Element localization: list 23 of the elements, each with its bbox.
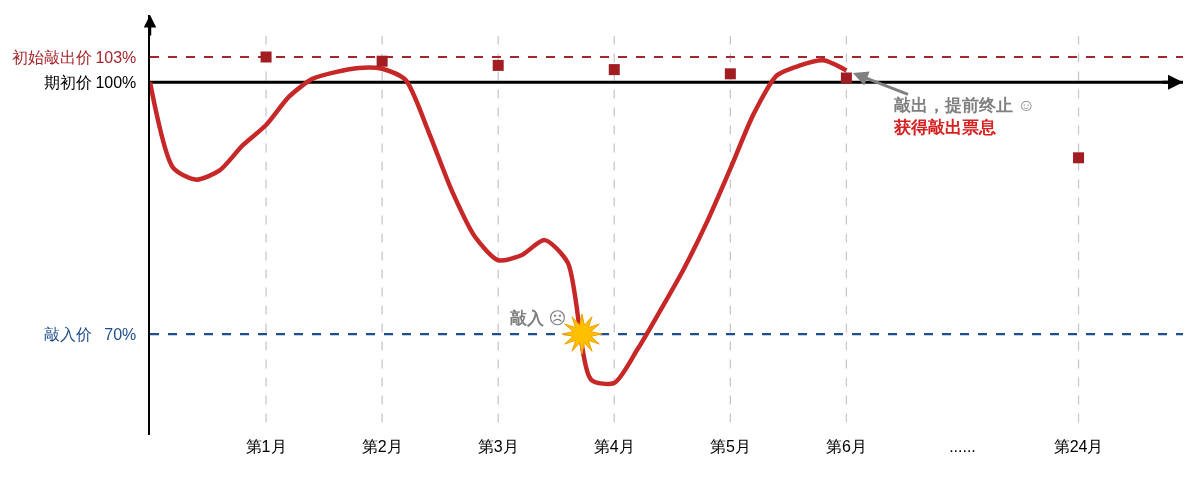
point bbox=[260, 51, 272, 63]
annotation: 敲出，提前终止 ☺ 获得敲出票息 bbox=[893, 96, 1036, 138]
x-tick-label: 第5月 bbox=[709, 438, 751, 455]
y-tick-label: 70% bbox=[104, 325, 137, 343]
y-tick-label: 103% bbox=[95, 48, 137, 66]
annotation: 敲入 ☹ bbox=[510, 309, 567, 328]
x-tick-label: 第3月 bbox=[477, 438, 519, 455]
x-tick-label: 第4月 bbox=[593, 438, 635, 455]
point bbox=[608, 64, 620, 76]
point bbox=[724, 68, 736, 80]
point bbox=[1073, 152, 1085, 164]
ref-line-label: 期初价 bbox=[44, 74, 92, 91]
point bbox=[376, 55, 388, 67]
ref-line-label: 初始敲出价 bbox=[12, 49, 92, 66]
y-tick-label: 100% bbox=[95, 73, 137, 91]
ref-line-label: 敲入价 bbox=[44, 326, 92, 343]
x-tick-label: 第1月 bbox=[245, 438, 287, 455]
x-tick-label: 第24月 bbox=[1053, 438, 1104, 455]
x-tick-label: 第2月 bbox=[361, 438, 403, 455]
x-tick-label: ...... bbox=[949, 438, 976, 455]
point bbox=[840, 72, 852, 84]
x-tick-label: 第6月 bbox=[825, 438, 867, 455]
point bbox=[492, 59, 504, 71]
